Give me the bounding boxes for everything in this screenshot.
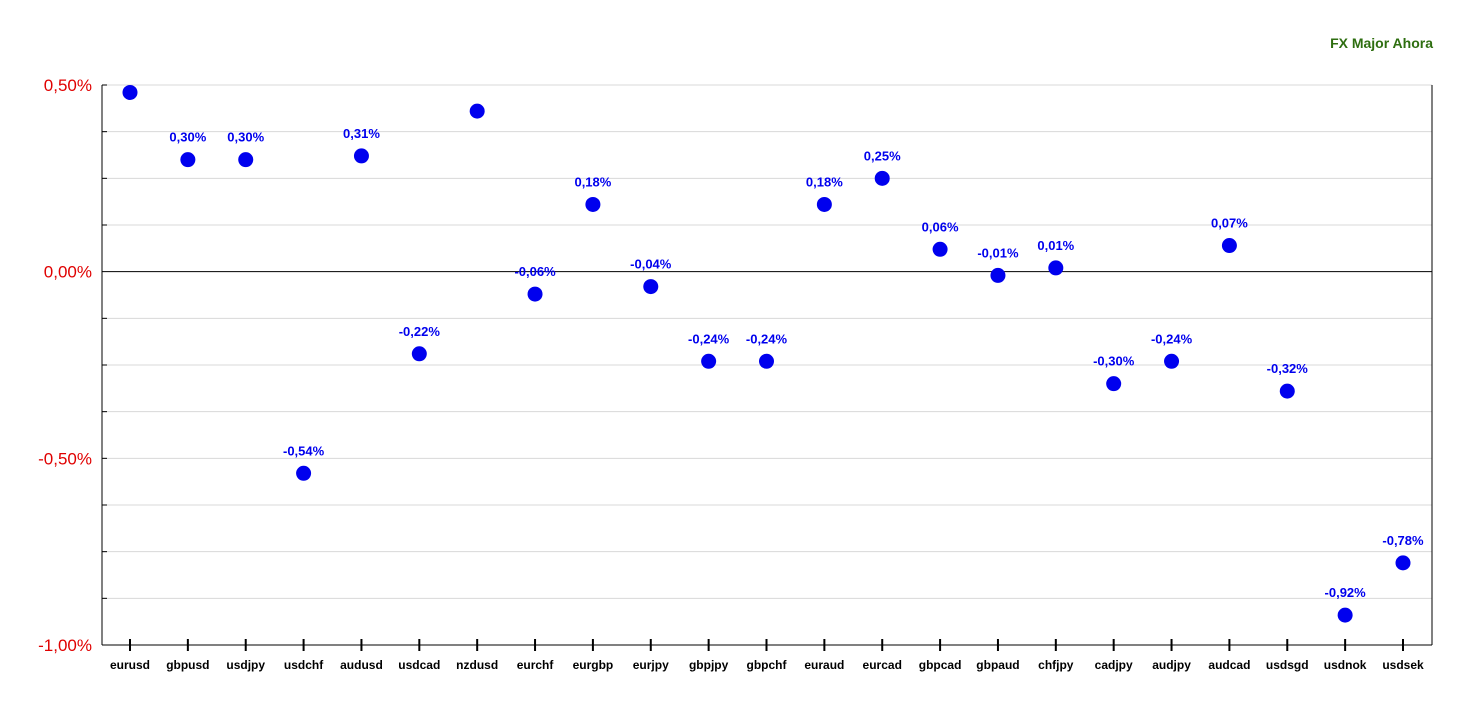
data-point — [816, 196, 832, 212]
data-label: -0,01% — [977, 245, 1019, 260]
data-point — [1048, 260, 1064, 276]
x-tick-label: usdchf — [284, 658, 324, 672]
data-label: -0,06% — [514, 264, 556, 279]
data-point — [1337, 607, 1353, 623]
x-tick-label: cadjpy — [1095, 658, 1133, 672]
data-point — [180, 152, 196, 168]
x-tick-label: gbpcad — [919, 658, 962, 672]
x-tick-label: eurusd — [110, 658, 150, 672]
data-point — [527, 286, 543, 302]
data-point — [874, 170, 890, 186]
data-label: 0,31% — [343, 126, 380, 141]
x-tick-label: gbpchf — [747, 658, 788, 672]
data-point — [1164, 353, 1180, 369]
data-point — [296, 465, 312, 481]
data-label: -0,30% — [1093, 354, 1135, 369]
data-label: -0,92% — [1325, 585, 1367, 600]
data-label: 0,18% — [574, 174, 611, 189]
data-label: -0,24% — [746, 331, 788, 346]
x-tick-label: eurcad — [863, 658, 902, 672]
x-tick-label: usdcad — [398, 658, 440, 672]
x-tick-label: gbpjpy — [689, 658, 729, 672]
y-tick-label: 0,00% — [44, 263, 92, 282]
data-label: -0,22% — [399, 324, 441, 339]
data-point — [238, 152, 254, 168]
data-label: 0,30% — [169, 130, 206, 145]
data-point — [469, 103, 485, 119]
data-label: 0,06% — [922, 219, 959, 234]
x-tick-label: eurgbp — [573, 658, 614, 672]
x-tick-label: usdnok — [1324, 658, 1367, 672]
data-point — [1106, 376, 1122, 392]
data-label: -0,24% — [1151, 331, 1193, 346]
data-label: 0,18% — [806, 174, 843, 189]
data-label: 0,25% — [864, 148, 901, 163]
x-tick-label: usdsek — [1382, 658, 1424, 672]
data-label: -0,54% — [283, 443, 325, 458]
x-tick-label: eurchf — [517, 658, 555, 672]
data-label: 0,01% — [1037, 238, 1074, 253]
data-point — [643, 279, 659, 295]
data-label: -0,24% — [688, 331, 730, 346]
data-point — [759, 353, 774, 369]
y-tick-label: -0,50% — [38, 449, 92, 468]
x-tick-label: usdjpy — [226, 658, 265, 672]
data-point — [932, 241, 948, 257]
x-tick-label: eurjpy — [633, 658, 669, 672]
data-label: -0,04% — [630, 257, 672, 272]
x-tick-label: chfjpy — [1038, 658, 1074, 672]
chart-title: FX Major Ahora — [1330, 35, 1433, 51]
data-label: -0,78% — [1382, 533, 1424, 548]
data-point — [353, 148, 369, 164]
x-tick-label: audcad — [1208, 658, 1250, 672]
x-tick-label: gbpaud — [976, 658, 1019, 672]
data-point — [1221, 238, 1237, 254]
y-tick-label: -1,00% — [38, 636, 92, 655]
x-tick-label: usdsgd — [1266, 658, 1309, 672]
data-label: 0,30% — [227, 130, 264, 145]
data-point — [1395, 555, 1411, 571]
data-point — [411, 346, 427, 362]
y-tick-label: 0,50% — [44, 76, 92, 95]
x-tick-label: gbpusd — [166, 658, 209, 672]
data-point — [701, 353, 717, 369]
x-tick-label: nzdusd — [456, 658, 498, 672]
data-label: 0,07% — [1211, 216, 1248, 231]
x-tick-label: euraud — [804, 658, 844, 672]
x-tick-label: audjpy — [1152, 658, 1191, 672]
data-point — [122, 84, 138, 100]
data-point — [585, 196, 601, 212]
x-tick-label: audusd — [340, 658, 383, 672]
data-point — [1279, 383, 1295, 399]
data-point — [990, 267, 1006, 283]
data-label: -0,32% — [1267, 361, 1309, 376]
